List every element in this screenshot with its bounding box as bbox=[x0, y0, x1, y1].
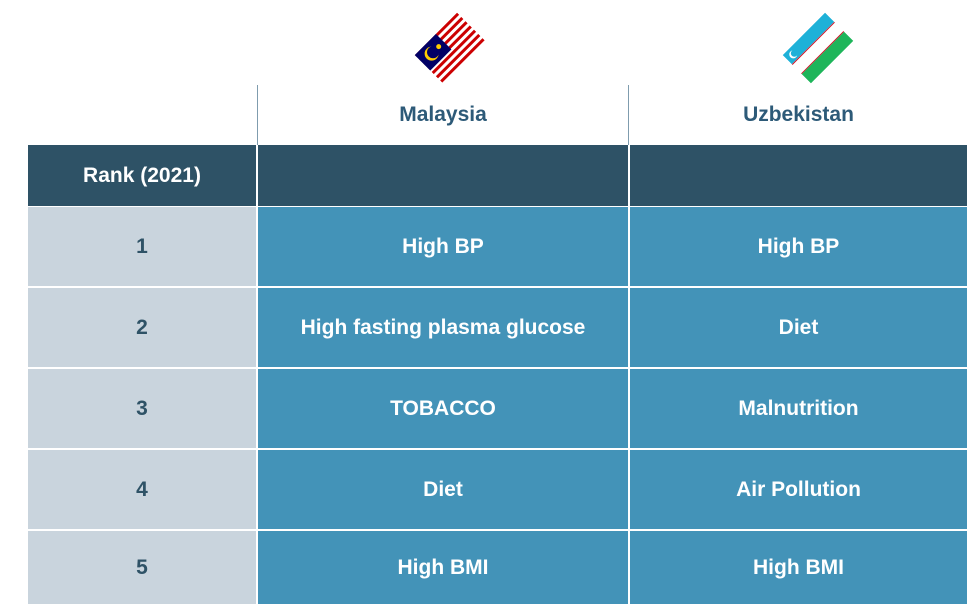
rank-cell: 1 bbox=[28, 207, 256, 286]
risk-cell: High BMI bbox=[630, 531, 967, 604]
rank-cell: 4 bbox=[28, 450, 256, 529]
column-divider bbox=[628, 85, 629, 145]
risk-cell: Air Pollution bbox=[630, 450, 967, 529]
risk-cell: High BMI bbox=[258, 531, 628, 604]
risk-cell: High BP bbox=[630, 207, 967, 286]
risk-cell: Diet bbox=[258, 450, 628, 529]
risk-cell: High fasting plasma glucose bbox=[258, 288, 628, 367]
rank-cell: 2 bbox=[28, 288, 256, 367]
malaysia-flag bbox=[414, 12, 486, 84]
risk-cell: High BP bbox=[258, 207, 628, 286]
column-divider bbox=[257, 85, 258, 145]
header-band bbox=[630, 145, 967, 206]
rank-cell: 3 bbox=[28, 369, 256, 448]
risk-cell: Diet bbox=[630, 288, 967, 367]
column-header: Uzbekistan bbox=[743, 103, 854, 126]
uzbekistan-flag bbox=[782, 12, 854, 84]
header-band bbox=[258, 145, 628, 206]
rank-cell: 5 bbox=[28, 531, 256, 604]
column-header: Malaysia bbox=[399, 103, 487, 126]
rank-header: Rank (2021) bbox=[28, 145, 256, 206]
risk-cell: Malnutrition bbox=[630, 369, 967, 448]
risk-cell: TOBACCO bbox=[258, 369, 628, 448]
